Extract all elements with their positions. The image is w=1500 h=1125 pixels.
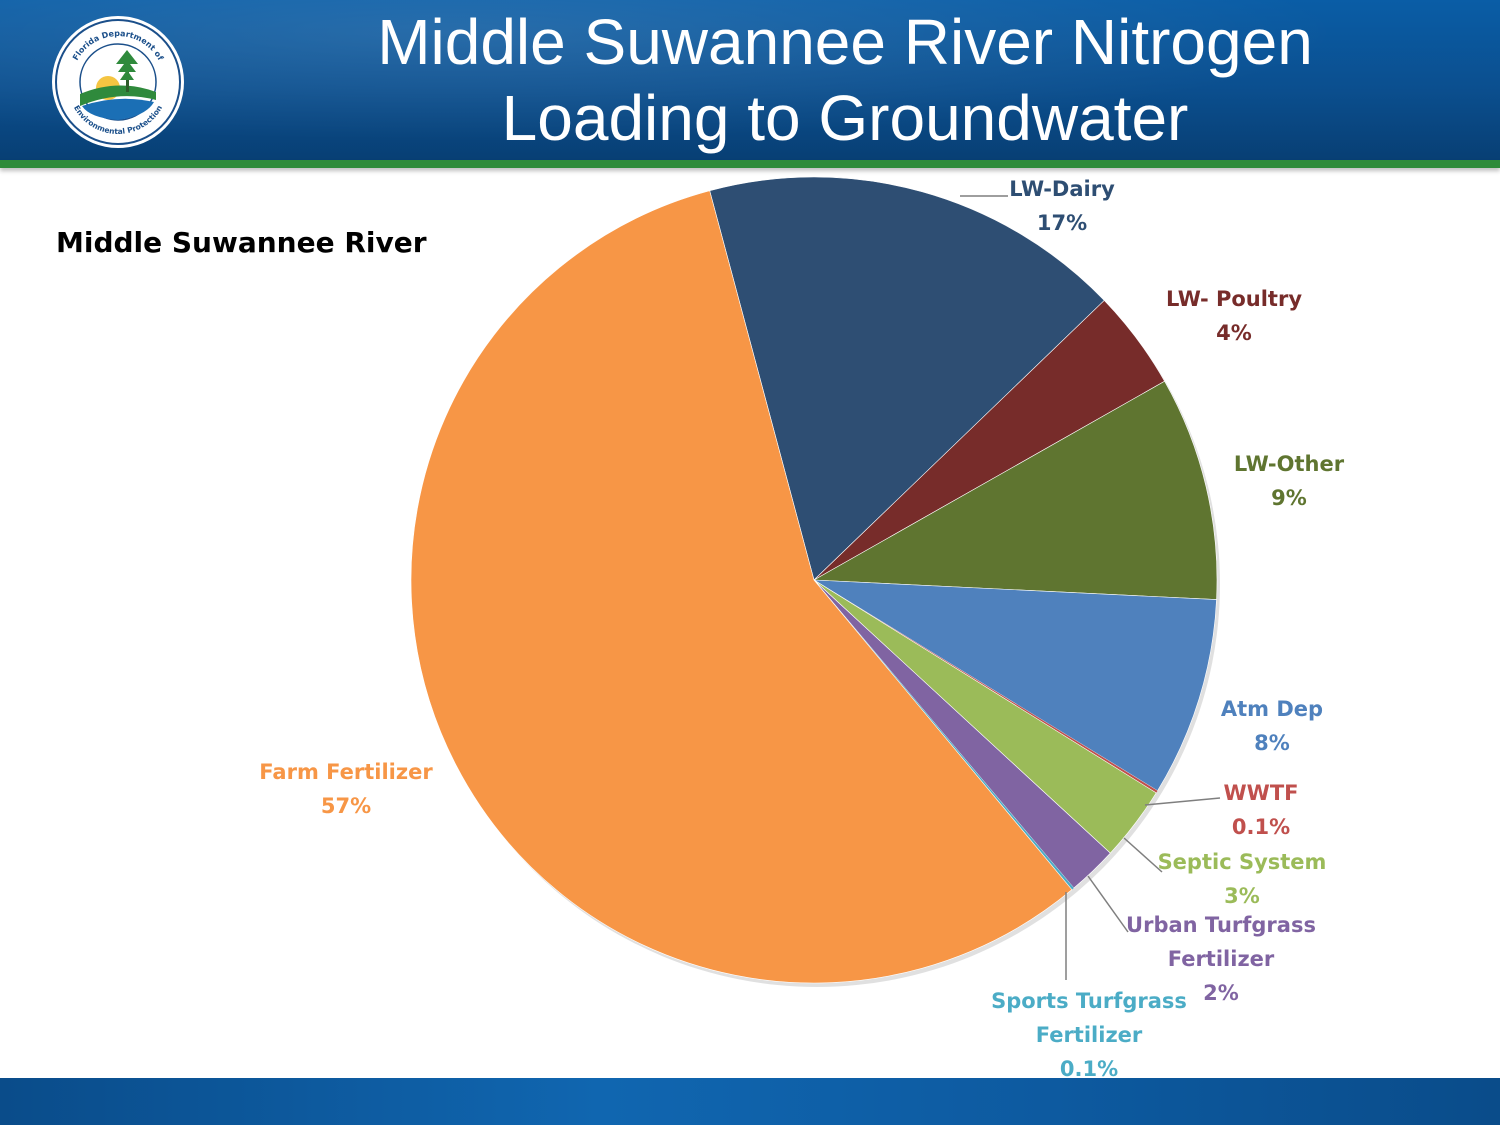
data-label-name: LW-Dairy	[1009, 177, 1115, 201]
data-label-value: 57%	[321, 794, 371, 818]
dep-logo: Florida Department of Environmental Prot…	[52, 16, 184, 148]
slide-title-line1: Middle Suwannee River Nitrogen	[377, 6, 1313, 78]
data-label-septic-system: Septic System 3%	[1158, 850, 1327, 908]
data-label-sports-turfgrass-fertilizer: Sports Turfgrass Fertilizer 0.1%	[991, 989, 1187, 1080]
data-label-name: LW-Other	[1234, 452, 1345, 476]
slide-title: Middle Suwannee River Nitrogen Loading t…	[250, 4, 1440, 156]
pie-slice-urban-turfgrass-fertilizer	[813, 579, 1111, 889]
data-label-value: 8%	[1254, 731, 1290, 755]
data-label-value: 4%	[1216, 321, 1252, 345]
data-label-value: 0.1%	[1232, 815, 1290, 839]
pie-slice-sports-turfgrass-fertilizer	[814, 580, 1074, 890]
leader-line-wwtf	[1144, 797, 1221, 806]
data-label-name: Fertilizer	[1168, 947, 1275, 971]
data-label-value: 0.1%	[1060, 1057, 1118, 1080]
data-label-name: Fertilizer	[1036, 1023, 1143, 1047]
pie-slice-atm-dep	[813, 579, 1217, 792]
leader-line-septic-system	[1123, 837, 1163, 873]
data-label-name: WWTF	[1224, 781, 1299, 805]
data-label-wwtf: WWTF 0.1%	[1224, 781, 1299, 839]
data-label-lw-dairy: LW-Dairy 17%	[1009, 177, 1115, 235]
data-label-farm-fertilizer: Farm Fertilizer 57%	[259, 760, 433, 818]
data-label-value: 17%	[1037, 211, 1087, 235]
data-label-atm-dep: Atm Dep 8%	[1221, 697, 1323, 755]
data-label-lw-other: LW-Other 9%	[1234, 452, 1345, 510]
pie-slice-farm-fertilizer	[410, 190, 1073, 984]
data-label-name: Farm Fertilizer	[259, 760, 433, 784]
data-label-value: 2%	[1203, 981, 1239, 1005]
data-label-value: 9%	[1271, 486, 1307, 510]
leader-line-urban-turfgrass-fertilizer	[1087, 875, 1129, 933]
data-label-name: LW- Poultry	[1166, 287, 1302, 311]
pie-chart: LW-Dairy 17% LW- Poultry 4% LW-Other 9% Atm De…	[259, 176, 1345, 1080]
pie-slice-lw-dairy	[709, 176, 1105, 581]
data-label-urban-turfgrass-fertilizer: Urban Turfgrass Fertilizer 2%	[1126, 913, 1316, 1005]
slide-header	[0, 0, 1500, 160]
header-divider	[0, 160, 1500, 168]
slide-title-line2: Loading to Groundwater	[501, 82, 1189, 154]
chart-title: Middle Suwannee River	[56, 226, 427, 259]
slide-footer	[0, 1078, 1500, 1125]
data-label-lw-poultry: LW- Poultry 4%	[1166, 287, 1302, 345]
data-label-name: Septic System	[1158, 850, 1327, 874]
data-label-value: 3%	[1224, 884, 1260, 908]
data-label-name: Sports Turfgrass	[991, 989, 1187, 1013]
data-label-name: Atm Dep	[1221, 697, 1323, 721]
data-label-name: Urban Turfgrass	[1126, 913, 1316, 937]
pie-slice-lw-other	[812, 380, 1218, 600]
